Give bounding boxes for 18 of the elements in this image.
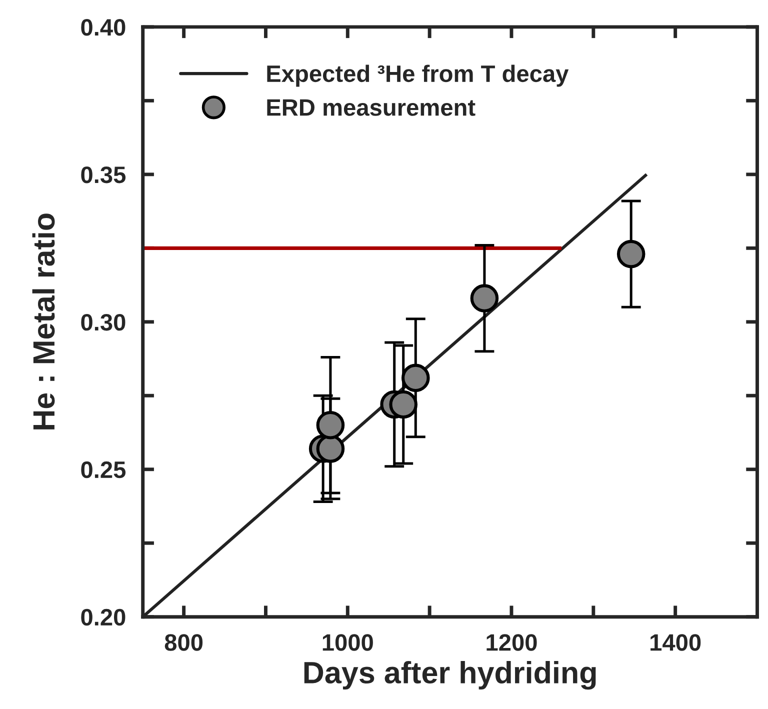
point	[401, 364, 430, 392]
point	[316, 410, 345, 440]
point	[616, 240, 646, 268]
y-tick-label: 0.20	[81, 608, 126, 626]
y-axis-title: He : Metal ratio	[32, 214, 55, 430]
y-tick-label: 0.30	[81, 314, 126, 331]
y-tick-label: 0.25	[81, 461, 126, 478]
y-tick-label: 0.35	[81, 166, 126, 184]
x-axis-title: Days after hydriding	[304, 661, 596, 690]
legend-label: ERD measurement	[267, 99, 476, 116]
y-tick-label: 0.40	[81, 19, 126, 36]
point	[470, 284, 499, 312]
x-tick-label: 1200	[486, 634, 537, 651]
legend-label: Expected ³He from T decay	[267, 64, 569, 87]
x-tick-label: 1400	[650, 634, 701, 651]
point	[389, 390, 418, 419]
x-tick-label: 1000	[322, 634, 373, 651]
x-tick-label: 800	[164, 634, 203, 651]
